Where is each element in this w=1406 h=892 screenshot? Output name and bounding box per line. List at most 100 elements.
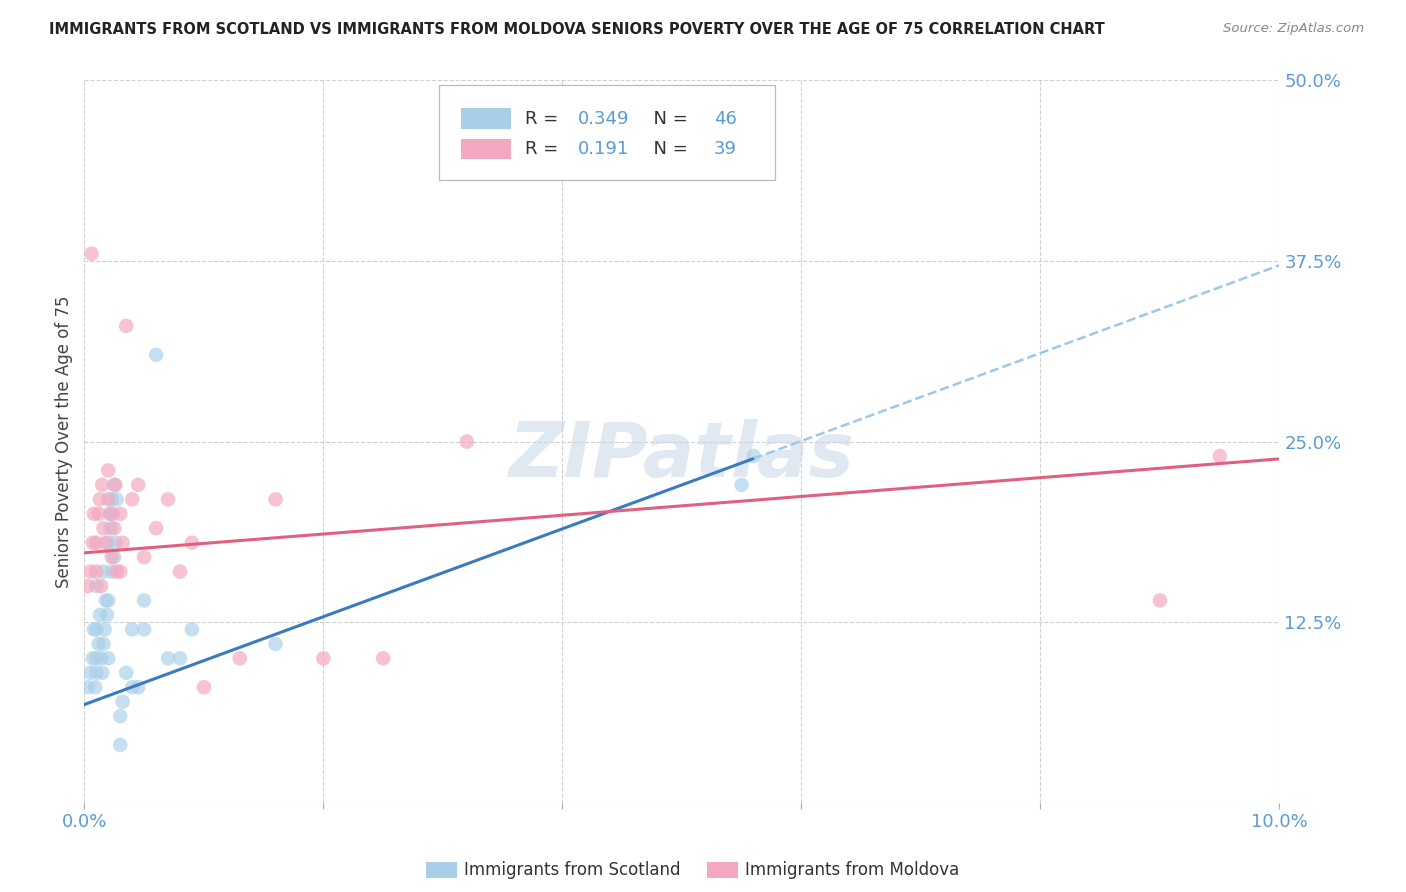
Point [169,651,191,665]
Point [456,434,478,449]
Point [264,637,287,651]
Point [97,463,120,477]
Point [96,607,118,622]
Text: IMMIGRANTS FROM SCOTLAND VS IMMIGRANTS FROM MOLDOVA SENIORS POVERTY OVER THE AGE: IMMIGRANTS FROM SCOTLAND VS IMMIGRANTS F… [49,22,1105,37]
Point [312,651,335,665]
Text: 39: 39 [714,140,737,158]
Point [79,665,101,680]
Point [89,492,111,507]
Point [86,565,108,579]
Point [110,709,132,723]
Point [89,607,111,622]
Point [101,492,124,507]
Point [1149,593,1171,607]
Point [115,665,138,680]
Text: ZIPatlas: ZIPatlas [509,419,855,493]
Point [83,507,105,521]
Point [731,478,754,492]
Point [105,492,128,507]
Bar [461,109,510,128]
Point [82,651,104,665]
Point [86,535,108,549]
Point [181,623,204,637]
Point [193,680,215,694]
Point [228,651,252,665]
Point [91,665,114,680]
Point [86,623,108,637]
Point [103,521,125,535]
Text: 46: 46 [714,110,737,128]
Text: Source: ZipAtlas.com: Source: ZipAtlas.com [1223,22,1364,36]
Point [115,318,138,333]
Text: 0.191: 0.191 [578,140,630,158]
Point [86,579,108,593]
Point [101,507,124,521]
Point [110,565,132,579]
Point [105,565,128,579]
Point [83,623,105,637]
Point [97,651,120,665]
Point [97,492,120,507]
Point [103,478,125,492]
Point [742,449,765,463]
Point [157,492,180,507]
Point [110,507,132,521]
Point [98,507,121,521]
Point [132,550,156,565]
Point [82,535,104,549]
Point [373,651,395,665]
Text: N =: N = [643,110,695,128]
Point [91,478,114,492]
Point [87,507,110,521]
Point [80,246,103,260]
Y-axis label: Seniors Poverty Over the Age of 75: Seniors Poverty Over the Age of 75 [55,295,73,588]
Text: Immigrants from Scotland: Immigrants from Scotland [464,861,681,879]
Point [157,651,180,665]
Point [127,478,149,492]
Text: R =: R = [526,110,564,128]
Point [90,651,112,665]
Point [93,565,115,579]
Point [79,565,101,579]
Point [93,521,115,535]
Point [264,492,287,507]
Point [181,535,204,549]
Point [121,623,143,637]
Point [90,579,112,593]
Bar [461,139,510,159]
Point [86,665,108,680]
Point [94,535,117,549]
Point [93,637,115,651]
Point [94,593,117,607]
Text: Immigrants from Moldova: Immigrants from Moldova [745,861,959,879]
Point [100,507,122,521]
Point [121,680,143,694]
Point [77,680,100,694]
Point [100,521,122,535]
Point [145,348,167,362]
Point [77,579,100,593]
Point [101,565,124,579]
Point [93,623,115,637]
Point [104,478,127,492]
FancyBboxPatch shape [439,86,775,180]
Point [111,535,134,549]
Point [97,593,120,607]
Point [84,680,107,694]
Point [86,651,108,665]
Point [121,492,143,507]
Point [87,637,110,651]
Point [111,695,134,709]
Point [103,550,125,565]
Point [132,623,156,637]
Point [127,680,149,694]
Text: R =: R = [526,140,569,158]
Point [169,565,191,579]
Point [110,738,132,752]
Point [132,593,156,607]
Text: 0.349: 0.349 [578,110,630,128]
Text: N =: N = [643,140,695,158]
Point [145,521,167,535]
Point [101,550,124,565]
Point [1209,449,1232,463]
